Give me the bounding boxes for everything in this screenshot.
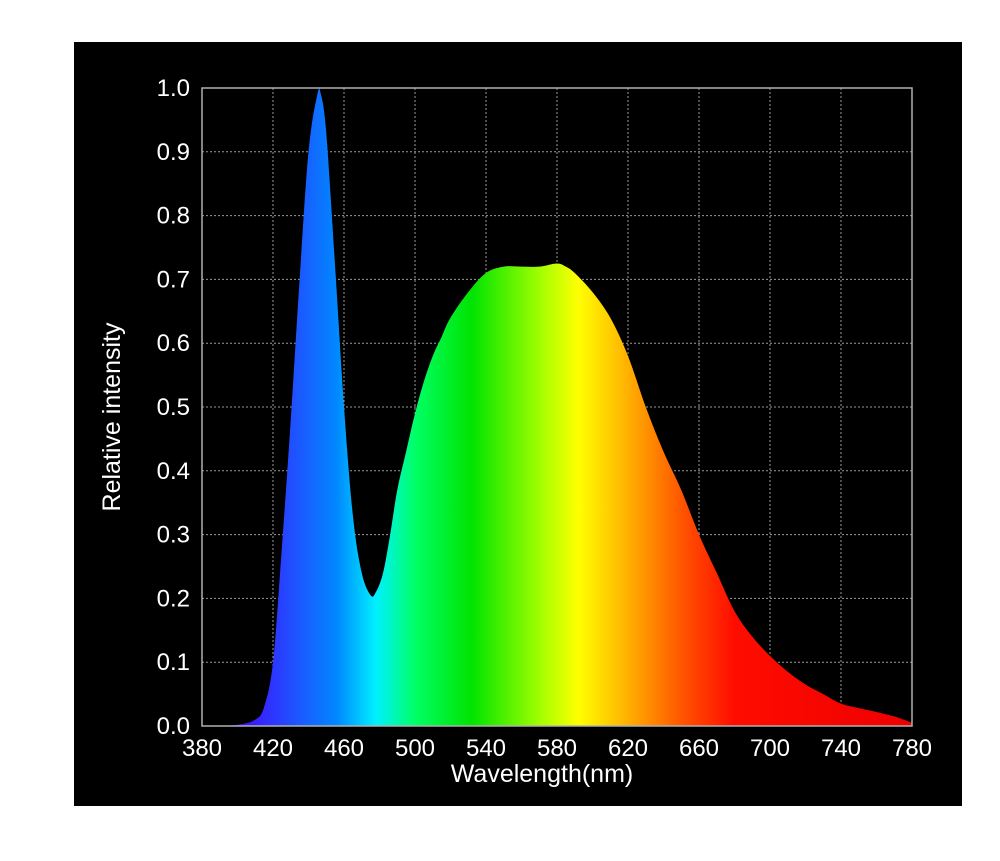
x-axis-title: Wavelength(nm): [451, 760, 633, 788]
x-tick-label: 700: [750, 735, 790, 762]
y-tick-labels: 0.0 0.1 0.2 0.3 0.4 0.5 0.6 0.7 0.8 0.9 1.0: [157, 75, 190, 740]
x-tick-label: 460: [324, 735, 364, 762]
y-tick-label: 0.9: [157, 139, 190, 166]
x-tick-label: 380: [182, 735, 222, 762]
y-tick-label: 0.2: [157, 585, 190, 612]
y-tick-label: 0.1: [157, 649, 190, 676]
y-tick-label: 0.5: [157, 394, 190, 421]
x-tick-labels: 380 420 460 500 540 580 620 660 700 740 780: [182, 735, 932, 762]
spectrum-area: [202, 88, 912, 726]
spectrum-chart: 0.0 0.1 0.2 0.3 0.4 0.5 0.6 0.7 0.8 0.9 1.0 380 420…: [98, 75, 932, 788]
y-tick-label: 0.6: [157, 330, 190, 357]
y-tick-label: 0.8: [157, 203, 190, 230]
x-tick-label: 780: [892, 735, 932, 762]
y-tick-label: 0.0: [157, 713, 190, 740]
y-axis-title: Relative intensity: [98, 322, 126, 511]
y-tick-label: 0.7: [157, 266, 190, 293]
y-tick-label: 0.3: [157, 522, 190, 549]
x-tick-label: 620: [608, 735, 648, 762]
x-tick-label: 540: [466, 735, 506, 762]
x-tick-label: 740: [821, 735, 861, 762]
plot-frame: [201, 87, 913, 727]
y-tick-label: 1.0: [157, 75, 190, 102]
y-tick-label: 0.4: [157, 458, 190, 485]
chart-panel: 0.0 0.1 0.2 0.3 0.4 0.5 0.6 0.7 0.8 0.9 1.0 380 420…: [74, 42, 962, 806]
x-tick-label: 420: [253, 735, 293, 762]
x-tick-label: 500: [395, 735, 435, 762]
x-tick-label: 580: [537, 735, 577, 762]
x-tick-label: 660: [679, 735, 719, 762]
